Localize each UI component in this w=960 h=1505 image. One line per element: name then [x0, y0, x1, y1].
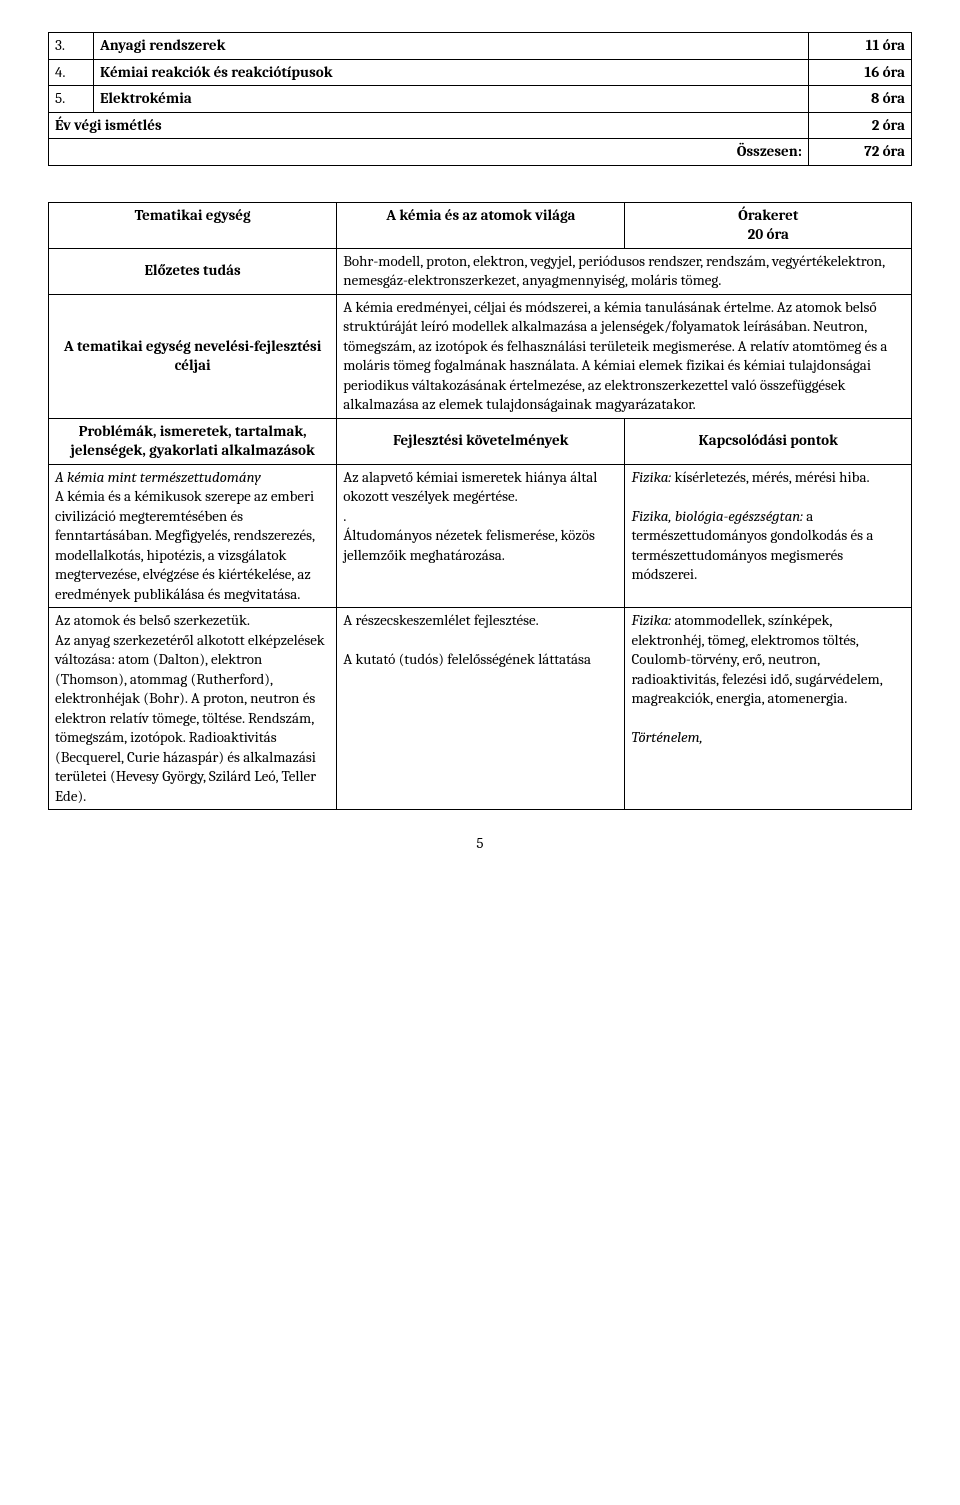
total-hours: 72 óra: [809, 139, 912, 166]
table-row: 4. Kémiai reakciók és reakciótípusok 16 …: [49, 59, 912, 86]
content-row: A kémia mint természettudomány A kémia é…: [49, 464, 912, 608]
col1-rest: Az anyag szerkezetéről alkotott elképzel…: [55, 631, 325, 805]
col3-cell: Fizika: kísérletezés, mérés, mérési hiba…: [625, 464, 912, 608]
col3-header: Kapcsolódási pontok: [625, 418, 912, 464]
col3-label-b: Történelem,: [631, 728, 702, 746]
hours-summary-table: 3. Anyagi rendszerek 11 óra 4. Kémiai re…: [48, 32, 912, 166]
unit-label: Tematikai egység: [49, 202, 337, 248]
total-row: Összesen: 72 óra: [49, 139, 912, 166]
goals-text: A kémia eredményei, céljai és módszerei,…: [337, 294, 912, 418]
col2-p1: A részecskeszemlélet fejlesztése.: [343, 611, 538, 629]
table-row: 5. Elektrokémia 8 óra: [49, 86, 912, 113]
col2-cell: A részecskeszemlélet fejlesztése. A kuta…: [337, 608, 625, 810]
summary-row: Év végi ismétlés 2 óra: [49, 112, 912, 139]
row-title: Anyagi rendszerek: [94, 33, 809, 60]
prior-label: Előzetes tudás: [49, 248, 337, 294]
time-value: 20 óra: [748, 225, 789, 243]
col3-label-a: Fizika:: [631, 468, 671, 486]
topic-title: A kémia és az atomok világa: [337, 202, 625, 248]
col2-cell: Az alapvető kémiai ismeretek hiánya álta…: [337, 464, 625, 608]
row-hours: 11 óra: [809, 33, 912, 60]
page-number: 5: [48, 834, 912, 854]
col3-cell: Fizika: atommodellek, színképek, elektro…: [625, 608, 912, 810]
time-label: Órakeret: [738, 206, 798, 224]
row-number: 5.: [49, 86, 94, 113]
curriculum-table: Tematikai egység A kémia és az atomok vi…: [48, 202, 912, 811]
prior-text: Bohr-modell, proton, elektron, vegyjel, …: [337, 248, 912, 294]
row-hours: 8 óra: [809, 86, 912, 113]
col1-italic: A kémia mint természettudomány: [55, 468, 261, 486]
row-number: 3.: [49, 33, 94, 60]
summary-label: Év végi ismétlés: [49, 112, 809, 139]
col3-label-a: Fizika:: [631, 611, 671, 629]
row-title: Elektrokémia: [94, 86, 809, 113]
col1-header: Problémák, ismeretek, tartalmak, jelensé…: [49, 418, 337, 464]
content-row: Az atomok és belső szerkezetük. Az anyag…: [49, 608, 912, 810]
goals-row: A tematikai egység nevelési-fejlesztési …: [49, 294, 912, 418]
col1-head: Az atomok és belső szerkezetük.: [55, 611, 250, 629]
row-title: Kémiai reakciók és reakciótípusok: [94, 59, 809, 86]
col2-header: Fejlesztési követelmények: [337, 418, 625, 464]
prior-knowledge-row: Előzetes tudás Bohr-modell, proton, elek…: [49, 248, 912, 294]
col1-rest: A kémia és a kémikusok szerepe az emberi…: [55, 487, 315, 603]
col2-text: Az alapvető kémiai ismeretek hiánya álta…: [343, 468, 597, 564]
col3-text-a: kísérletezés, mérés, mérési hiba.: [671, 468, 869, 486]
row-number: 4.: [49, 59, 94, 86]
column-headers-row: Problémák, ismeretek, tartalmak, jelensé…: [49, 418, 912, 464]
col2-p2: A kutató (tudós) felelősségének láttatás…: [343, 650, 591, 668]
time-frame: Órakeret 20 óra: [625, 202, 912, 248]
col1-cell: Az atomok és belső szerkezetük. Az anyag…: [49, 608, 337, 810]
summary-hours: 2 óra: [809, 112, 912, 139]
row-hours: 16 óra: [809, 59, 912, 86]
col3-label-b: Fizika, biológia-egészségtan:: [631, 507, 803, 525]
total-label: Összesen:: [49, 139, 809, 166]
table-row: 3. Anyagi rendszerek 11 óra: [49, 33, 912, 60]
unit-header-row: Tematikai egység A kémia és az atomok vi…: [49, 202, 912, 248]
col1-cell: A kémia mint természettudomány A kémia é…: [49, 464, 337, 608]
goals-label: A tematikai egység nevelési-fejlesztési …: [49, 294, 337, 418]
